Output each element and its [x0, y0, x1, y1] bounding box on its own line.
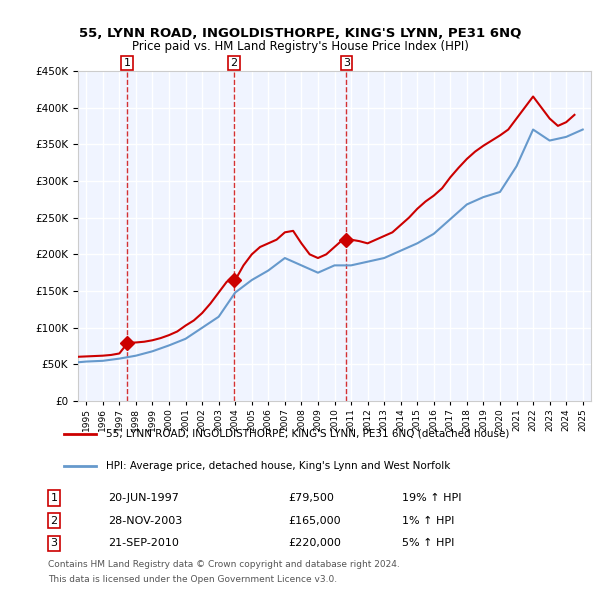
Text: 1: 1 [50, 493, 58, 503]
Text: 55, LYNN ROAD, INGOLDISTHORPE, KING'S LYNN, PE31 6NQ (detached house): 55, LYNN ROAD, INGOLDISTHORPE, KING'S LY… [106, 429, 509, 438]
Text: 2: 2 [50, 516, 58, 526]
Text: Price paid vs. HM Land Registry's House Price Index (HPI): Price paid vs. HM Land Registry's House … [131, 40, 469, 53]
Text: 55, LYNN ROAD, INGOLDISTHORPE, KING'S LYNN, PE31 6NQ: 55, LYNN ROAD, INGOLDISTHORPE, KING'S LY… [79, 27, 521, 40]
Text: 20-JUN-1997: 20-JUN-1997 [108, 493, 179, 503]
Text: 1: 1 [124, 58, 130, 68]
Text: £220,000: £220,000 [288, 538, 341, 548]
Text: £165,000: £165,000 [288, 516, 341, 526]
Text: £79,500: £79,500 [288, 493, 334, 503]
Text: 28-NOV-2003: 28-NOV-2003 [108, 516, 182, 526]
Text: 3: 3 [50, 538, 58, 548]
Text: 5% ↑ HPI: 5% ↑ HPI [402, 538, 454, 548]
Text: 21-SEP-2010: 21-SEP-2010 [108, 538, 179, 548]
Text: This data is licensed under the Open Government Licence v3.0.: This data is licensed under the Open Gov… [48, 575, 337, 584]
Text: 3: 3 [343, 58, 350, 68]
Text: 2: 2 [230, 58, 237, 68]
Text: 19% ↑ HPI: 19% ↑ HPI [402, 493, 461, 503]
Text: Contains HM Land Registry data © Crown copyright and database right 2024.: Contains HM Land Registry data © Crown c… [48, 560, 400, 569]
Text: HPI: Average price, detached house, King's Lynn and West Norfolk: HPI: Average price, detached house, King… [106, 461, 451, 471]
Text: 1% ↑ HPI: 1% ↑ HPI [402, 516, 454, 526]
